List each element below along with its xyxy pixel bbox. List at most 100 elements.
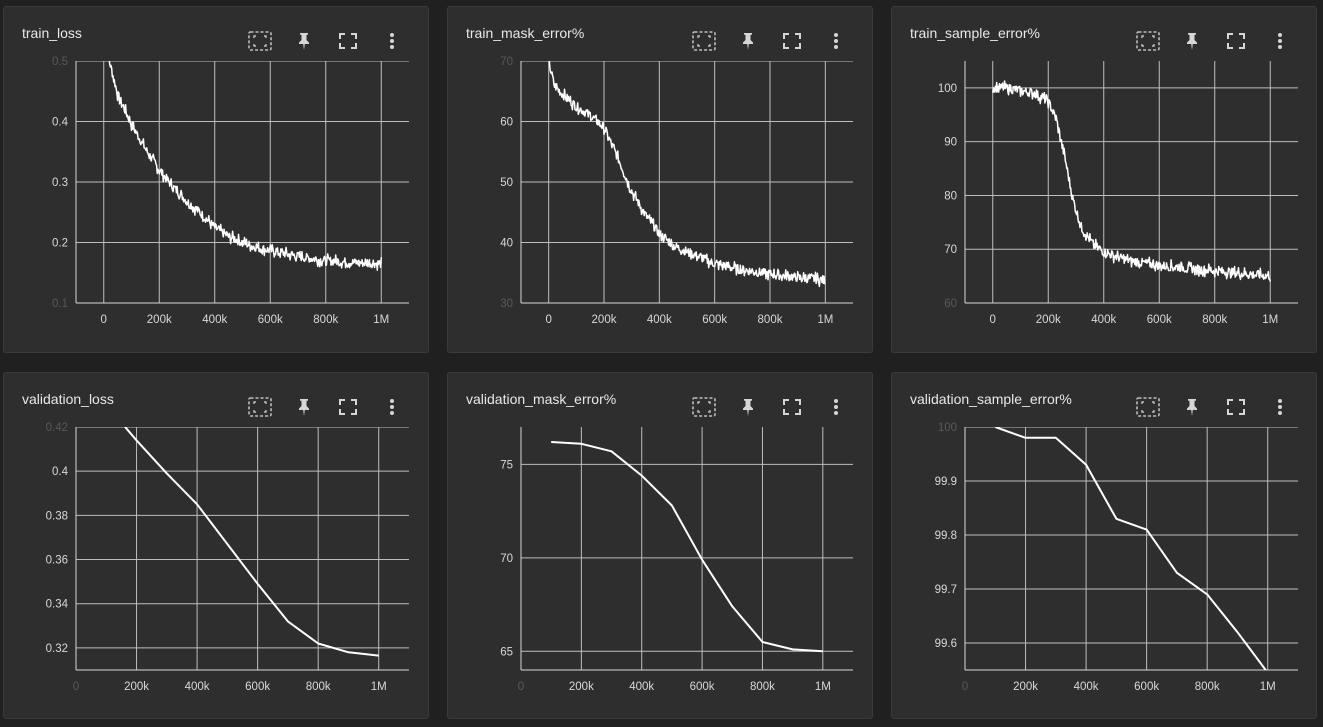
- x-tick-label: 600k: [690, 681, 715, 693]
- more-vert-icon[interactable]: [814, 387, 858, 427]
- chart-plot[interactable]: 0 200k 400k 600k 800k 1M 0.42 0.4 0.38 0.36 0.34 0.…: [4, 373, 430, 720]
- chart-toolbar: [1126, 21, 1302, 61]
- x-tick-label: 200k: [1013, 681, 1038, 693]
- series-line: [551, 441, 823, 653]
- y-tick-label: 0.34: [46, 599, 69, 611]
- chart-title: validation_sample_error%: [910, 391, 1072, 407]
- more-vert-icon[interactable]: [814, 21, 858, 61]
- y-tick-label: 70: [500, 56, 513, 68]
- pin-icon[interactable]: [1170, 21, 1214, 61]
- x-tick-label: 1M: [1260, 681, 1276, 693]
- fullscreen-icon[interactable]: [326, 387, 370, 427]
- y-tick-label: 65: [500, 646, 513, 658]
- fit-to-data-icon[interactable]: [238, 21, 282, 61]
- fit-to-data-icon[interactable]: [1126, 387, 1170, 427]
- more-vert-icon[interactable]: [370, 21, 414, 61]
- y-tick-label: 70: [944, 244, 957, 256]
- y-tick-label: 0.1: [52, 298, 68, 310]
- series-line: [548, 61, 826, 288]
- chart-toolbar: [238, 21, 414, 61]
- y-tick-label: 80: [944, 190, 957, 202]
- x-tick-label: 1M: [817, 314, 833, 326]
- y-tick-label: 0.36: [46, 555, 68, 567]
- chart-toolbar: [1126, 387, 1302, 427]
- fit-to-data-icon[interactable]: [682, 387, 726, 427]
- x-tick-label: 200k: [147, 314, 172, 326]
- x-tick-label: 1M: [371, 681, 387, 693]
- x-tick-label: 800k: [1202, 314, 1227, 326]
- fit-to-data-icon[interactable]: [682, 21, 726, 61]
- y-tick-label: 99.8: [935, 530, 957, 542]
- pin-icon[interactable]: [282, 387, 326, 427]
- x-tick-label: 400k: [647, 314, 672, 326]
- x-tick-label: 0: [73, 681, 79, 693]
- more-vert-icon[interactable]: [1258, 387, 1302, 427]
- x-tick-label: 400k: [202, 314, 227, 326]
- y-tick-label: 99.7: [935, 584, 957, 596]
- x-tick-label: 600k: [702, 314, 727, 326]
- y-tick-label: 0.4: [52, 117, 69, 129]
- more-vert-icon[interactable]: [370, 387, 414, 427]
- x-tick-label: 200k: [124, 681, 149, 693]
- y-tick-label: 75: [500, 459, 513, 471]
- chart-title: train_sample_error%: [910, 25, 1040, 41]
- y-tick-label: 90: [944, 137, 957, 149]
- fullscreen-icon[interactable]: [770, 387, 814, 427]
- y-tick-label: 0.4: [52, 466, 69, 478]
- x-tick-label: 1M: [815, 681, 831, 693]
- fullscreen-icon[interactable]: [326, 21, 370, 61]
- x-tick-label: 600k: [1147, 314, 1172, 326]
- x-tick-label: 200k: [569, 681, 594, 693]
- y-tick-label: 60: [944, 298, 957, 310]
- y-tick-label: 0.5: [52, 56, 68, 68]
- y-tick-label: 99.6: [935, 638, 957, 650]
- x-tick-label: 800k: [750, 681, 775, 693]
- chart-title: train_loss: [22, 25, 82, 41]
- fullscreen-icon[interactable]: [770, 21, 814, 61]
- pin-icon[interactable]: [726, 387, 770, 427]
- x-tick-label: 800k: [313, 314, 338, 326]
- x-tick-label: 1M: [373, 314, 389, 326]
- y-tick-label: 100: [938, 422, 957, 434]
- y-tick-label: 30: [500, 298, 513, 310]
- y-tick-label: 60: [500, 117, 513, 129]
- chart-toolbar: [682, 387, 858, 427]
- chart-card-validation-loss: validation_loss 0 200k 400k 600k 800k 1M 0.42 0.…: [3, 372, 429, 719]
- chart-title: train_mask_error%: [466, 25, 585, 41]
- pin-icon[interactable]: [1170, 387, 1214, 427]
- fullscreen-icon[interactable]: [1214, 21, 1258, 61]
- y-tick-label: 50: [500, 177, 513, 189]
- y-tick-label: 0.32: [46, 643, 68, 655]
- chart-plot[interactable]: 0 200k 400k 600k 800k 1M 100 99.9 99.8 99.7 99.6: [892, 373, 1318, 720]
- x-tick-label: 200k: [1036, 314, 1061, 326]
- pin-icon[interactable]: [726, 21, 770, 61]
- chart-toolbar: [682, 21, 858, 61]
- chart-card-validation-mask-error: validation_mask_error% 0 200k 400k 600k 800k 1…: [447, 372, 873, 719]
- x-tick-label: 1M: [1262, 314, 1278, 326]
- fit-to-data-icon[interactable]: [238, 387, 282, 427]
- x-tick-label: 400k: [1091, 314, 1116, 326]
- chart-title: validation_loss: [22, 391, 114, 407]
- series-line: [994, 427, 1267, 670]
- chart-card-train-loss: train_loss 0 200k 400k 600k 800k 1M 0.5 0.4 0.3 0.…: [3, 6, 429, 353]
- x-tick-label: 800k: [758, 314, 783, 326]
- x-tick-label: 0: [990, 314, 996, 326]
- y-tick-label: 0.2: [52, 238, 68, 250]
- x-tick-label: 0: [962, 681, 968, 693]
- fit-to-data-icon[interactable]: [1126, 21, 1170, 61]
- fullscreen-icon[interactable]: [1214, 387, 1258, 427]
- x-tick-label: 200k: [592, 314, 617, 326]
- chart-plot[interactable]: 0 200k 400k 600k 800k 1M 100 90 80 70 60: [892, 7, 1318, 354]
- chart-toolbar: [238, 387, 414, 427]
- y-tick-label: 0.38: [46, 510, 68, 522]
- x-tick-label: 400k: [629, 681, 654, 693]
- chart-plot[interactable]: 0 200k 400k 600k 800k 1M 0.5 0.4 0.3 0.2 0.1: [4, 7, 430, 354]
- pin-icon[interactable]: [282, 21, 326, 61]
- chart-plot[interactable]: 0 200k 400k 600k 800k 1M 75 70 65: [448, 373, 874, 720]
- more-vert-icon[interactable]: [1258, 21, 1302, 61]
- y-tick-label: 100: [938, 83, 957, 95]
- y-tick-label: 0.42: [46, 422, 68, 434]
- y-tick-label: 70: [500, 553, 513, 565]
- y-tick-label: 0.3: [52, 177, 68, 189]
- chart-plot[interactable]: 0 200k 400k 600k 800k 1M 70 60 50 40 30: [448, 7, 874, 354]
